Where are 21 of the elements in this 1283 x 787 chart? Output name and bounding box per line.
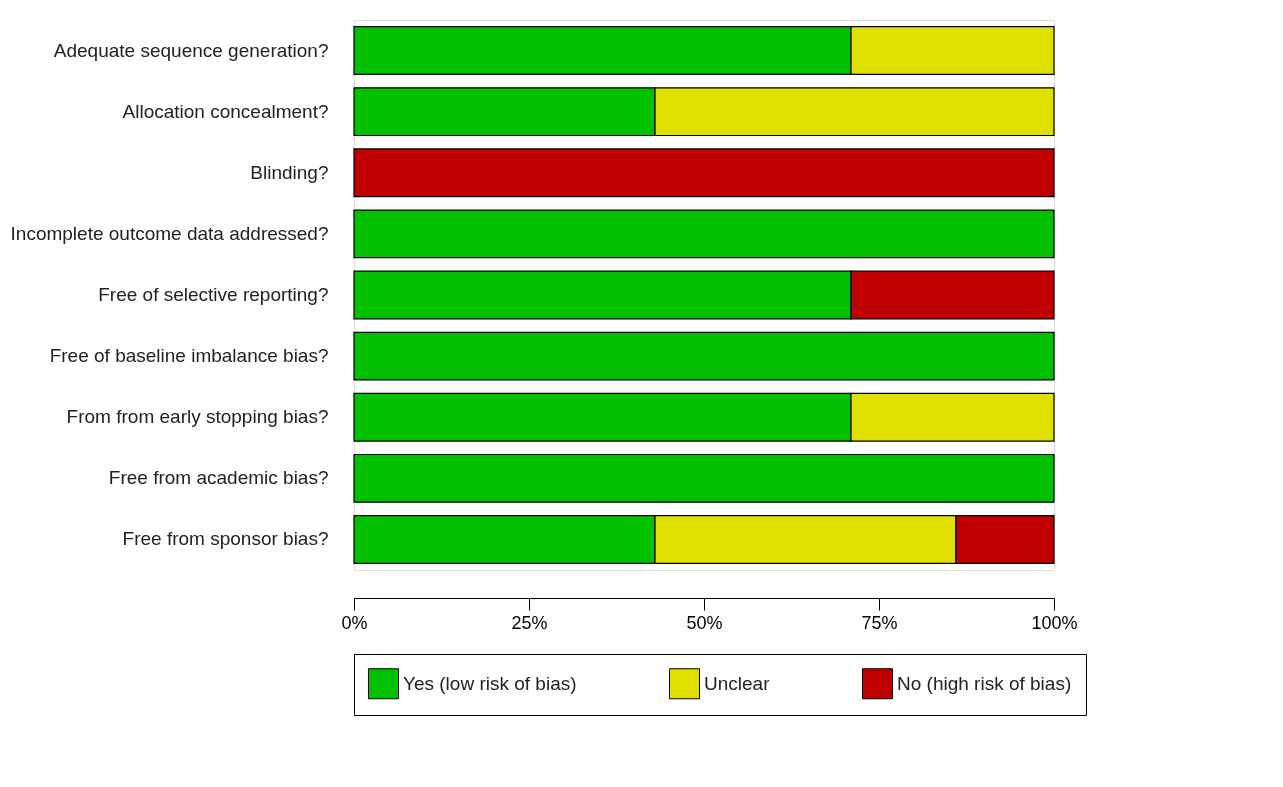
legend-label: Unclear <box>704 672 771 694</box>
bar <box>353 148 1055 198</box>
x-tick-label: 75% <box>861 612 898 633</box>
x-tick-label: 0% <box>341 612 368 633</box>
y-tick-label: Allocation concealment? <box>122 100 329 122</box>
bar <box>353 453 1055 503</box>
y-tick-label: Free of baseline imbalance bias? <box>49 345 329 367</box>
x-tick-label: 25% <box>511 612 548 633</box>
legend-label: No (high risk of bias) <box>897 672 1072 694</box>
y-tick-label: Adequate sequence generation? <box>53 39 329 61</box>
y-tick-label: Blinding? <box>250 161 329 183</box>
y-tick-label: From from early stopping bias? <box>66 406 329 428</box>
x-tick-label: 50% <box>686 612 723 633</box>
y-tick-label: Free of selective reporting? <box>98 284 329 305</box>
bar <box>353 331 1055 381</box>
y-tick-label: Free from academic bias? <box>108 467 329 489</box>
y-tick-label: Free from sponsor bias? <box>122 528 329 550</box>
legend-label: Yes (low risk of bias) <box>403 672 577 694</box>
bar <box>353 209 1055 259</box>
y-tick-label: Incomplete outcome data addressed? <box>10 222 329 244</box>
x-tick-label: 100% <box>1031 612 1078 633</box>
